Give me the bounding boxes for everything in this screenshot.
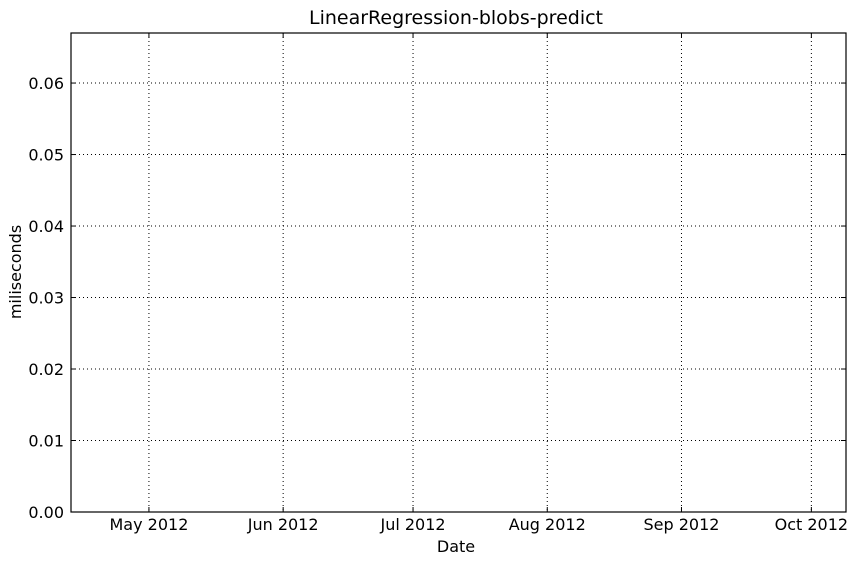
y-axis-label: miliseconds — [6, 225, 25, 319]
x-tick-label: Sep 2012 — [643, 515, 719, 534]
y-tick-label: 0.04 — [28, 217, 64, 236]
x-tick-label: Jun 2012 — [247, 515, 319, 534]
y-tick-label: 0.03 — [28, 289, 64, 308]
y-tick-label: 0.01 — [28, 432, 64, 451]
chart-title: LinearRegression-blobs-predict — [309, 7, 603, 29]
x-tick-label: Aug 2012 — [509, 515, 586, 534]
x-tick-label: Jul 2012 — [379, 515, 445, 534]
y-tick-label: 0.00 — [28, 503, 64, 522]
x-tick-label: May 2012 — [109, 515, 188, 534]
x-axis-label: Date — [437, 537, 475, 556]
y-tick-label: 0.02 — [28, 360, 64, 379]
x-tick-label: Oct 2012 — [775, 515, 848, 534]
plot-frame — [70, 32, 847, 513]
tick-layer: May 2012 Jun 2012 Jul 2012 Aug 2012 Sep 2012… — [28, 33, 848, 534]
y-tick-label: 0.06 — [28, 74, 64, 93]
y-tick-label: 0.05 — [28, 146, 64, 165]
